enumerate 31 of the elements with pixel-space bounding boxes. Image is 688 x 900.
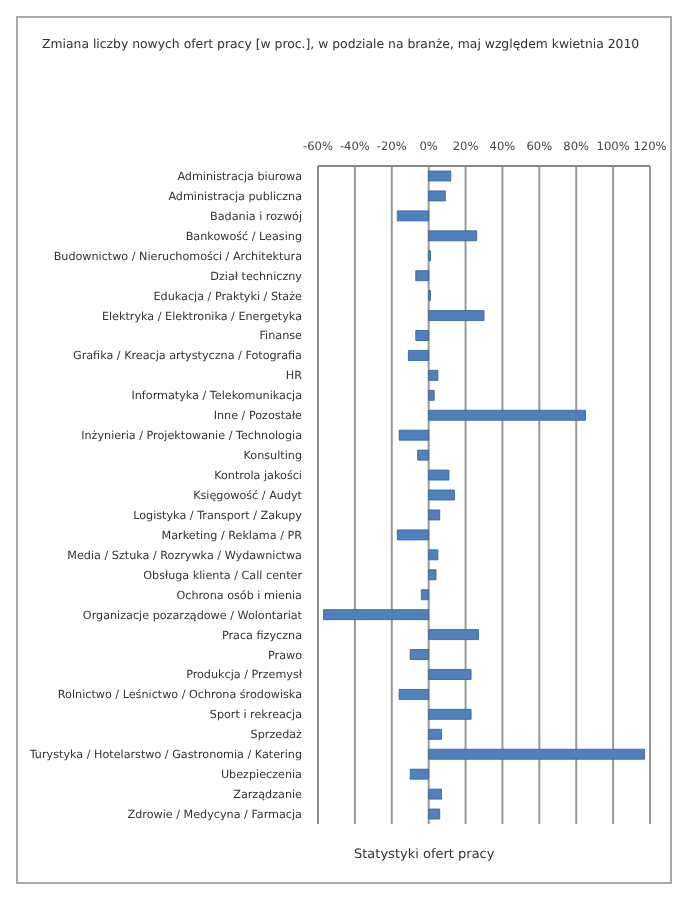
bar — [428, 788, 442, 800]
bar — [417, 449, 430, 461]
bar — [428, 728, 442, 740]
bar — [409, 768, 430, 780]
bar — [428, 569, 437, 581]
bar — [428, 808, 441, 820]
bar — [415, 330, 430, 341]
bar — [428, 669, 472, 680]
bar — [409, 649, 430, 660]
bar — [428, 389, 435, 401]
bar — [398, 429, 430, 441]
bar — [407, 350, 430, 361]
bar — [428, 509, 441, 521]
bar — [428, 369, 439, 381]
bar — [396, 529, 430, 541]
bar — [428, 469, 450, 481]
bar — [428, 190, 446, 202]
bar — [428, 708, 472, 720]
bar — [428, 549, 439, 561]
bar — [323, 609, 430, 621]
bar — [428, 230, 478, 242]
bar — [428, 170, 452, 182]
bar — [428, 629, 479, 640]
bar — [396, 210, 430, 222]
bar — [428, 409, 586, 421]
bar — [420, 589, 430, 601]
bar — [415, 270, 430, 282]
bar — [428, 489, 455, 501]
bar — [428, 310, 485, 321]
bar — [398, 689, 430, 700]
bar — [428, 748, 645, 760]
